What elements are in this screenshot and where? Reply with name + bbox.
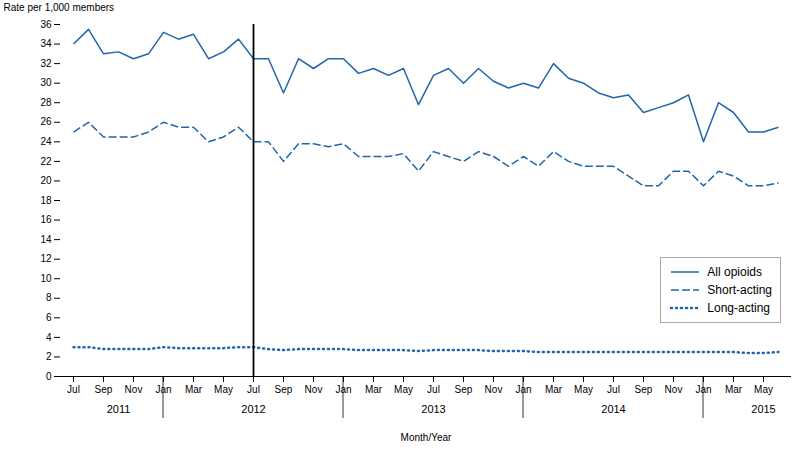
svg-text:Month/Year: Month/Year (401, 432, 452, 443)
svg-text:Rate per 1,000 members: Rate per 1,000 members (4, 2, 115, 13)
svg-text:Mar: Mar (185, 384, 203, 395)
svg-text:26: 26 (40, 116, 52, 127)
svg-text:6: 6 (46, 312, 52, 323)
svg-text:18: 18 (40, 195, 52, 206)
svg-text:10: 10 (40, 273, 52, 284)
svg-text:2012: 2012 (241, 403, 265, 415)
svg-text:Mar: Mar (545, 384, 563, 395)
svg-text:0: 0 (46, 371, 52, 382)
svg-text:Jul: Jul (67, 384, 80, 395)
svg-text:Sep: Sep (635, 384, 653, 395)
svg-text:2013: 2013 (421, 403, 445, 415)
svg-text:Sep: Sep (275, 384, 293, 395)
svg-text:28: 28 (40, 97, 52, 108)
svg-text:Mar: Mar (725, 384, 743, 395)
svg-text:22: 22 (40, 156, 52, 167)
svg-text:Nov: Nov (665, 384, 683, 395)
svg-text:14: 14 (40, 234, 52, 245)
svg-text:20: 20 (40, 175, 52, 186)
html-text:Long-acting: Long-acting (707, 301, 770, 316)
svg-text:36: 36 (40, 19, 52, 30)
svg-text:2015: 2015 (751, 403, 775, 415)
svg-text:24: 24 (40, 136, 52, 147)
html-text:All opioids: All opioids (707, 265, 762, 280)
svg-text:32: 32 (40, 58, 52, 69)
svg-text:Mar: Mar (365, 384, 383, 395)
svg-text:Jul: Jul (607, 384, 620, 395)
svg-text:Jul: Jul (427, 384, 440, 395)
svg-text:Sep: Sep (95, 384, 113, 395)
svg-text:4: 4 (46, 332, 52, 343)
svg-text:2011: 2011 (107, 403, 131, 415)
svg-text:Jan: Jan (155, 384, 171, 395)
svg-text:8: 8 (46, 292, 52, 303)
svg-text:Nov: Nov (305, 384, 323, 395)
svg-text:34: 34 (40, 38, 52, 49)
svg-text:Jan: Jan (515, 384, 531, 395)
svg-text:Jul: Jul (247, 384, 260, 395)
svg-text:Jan: Jan (335, 384, 351, 395)
svg-text:2: 2 (46, 351, 52, 362)
svg-text:Sep: Sep (455, 384, 473, 395)
svg-text:Nov: Nov (485, 384, 503, 395)
svg-text:Jan: Jan (695, 384, 711, 395)
svg-text:May: May (394, 384, 413, 395)
svg-text:30: 30 (40, 77, 52, 88)
html-text:Short-acting: Short-acting (707, 283, 772, 298)
svg-text:May: May (574, 384, 593, 395)
svg-text:Nov: Nov (125, 384, 143, 395)
svg-text:2014: 2014 (601, 403, 625, 415)
svg-text:May: May (214, 384, 233, 395)
svg-text:16: 16 (40, 214, 52, 225)
svg-text:12: 12 (40, 253, 52, 264)
svg-text:May: May (754, 384, 773, 395)
